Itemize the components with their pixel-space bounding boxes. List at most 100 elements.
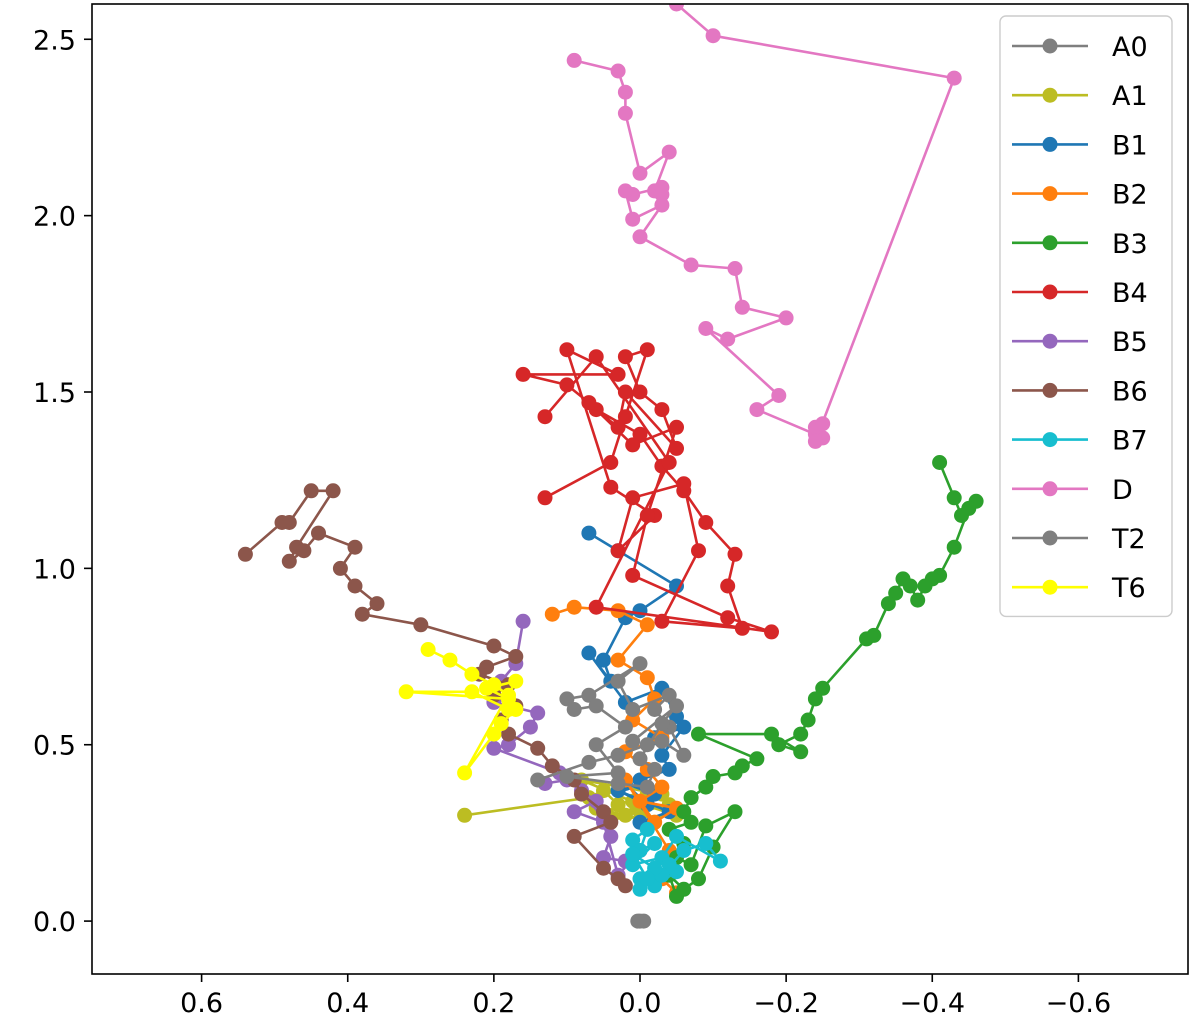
data-point-B6-4 xyxy=(325,483,341,499)
data-point-B1-14 xyxy=(661,761,677,777)
legend-item-B2: B2 xyxy=(1012,180,1148,211)
data-point-B3-12 xyxy=(888,585,904,601)
data-point-B4-30 xyxy=(625,437,641,453)
data-point-B4-33 xyxy=(625,567,641,583)
data-point-B1-5 xyxy=(596,652,611,668)
legend-label: B5 xyxy=(1112,327,1148,358)
data-point-D-25 xyxy=(815,416,831,432)
x-tick-label: −0.2 xyxy=(753,988,819,1019)
data-point-B2-4 xyxy=(610,652,626,668)
data-point-D-27 xyxy=(946,70,962,86)
legend-label: B3 xyxy=(1112,229,1148,260)
data-point-B1-10 xyxy=(669,709,684,724)
legend-label: B7 xyxy=(1112,426,1148,457)
data-point-T2-16 xyxy=(617,719,633,735)
data-point-T6-0 xyxy=(420,642,436,657)
data-point-T2-4 xyxy=(654,733,670,749)
data-point-B4-17 xyxy=(734,620,750,636)
data-point-B4-26 xyxy=(610,366,626,382)
data-point-B4-18 xyxy=(654,613,670,629)
legend-label: A1 xyxy=(1112,81,1148,112)
data-point-A0-2 xyxy=(630,913,646,929)
legend-item-B3: B3 xyxy=(1012,229,1148,260)
y-tick-label: 2.5 xyxy=(33,25,76,56)
x-tick-label: −0.4 xyxy=(899,988,965,1019)
series-A0 xyxy=(630,913,652,929)
data-point-B2-11 xyxy=(654,779,670,795)
data-point-B3-21 xyxy=(793,744,809,760)
y-tick-label: 1.5 xyxy=(33,378,76,409)
data-point-B4-32 xyxy=(639,508,655,523)
data-point-B1-2 xyxy=(669,578,684,594)
data-point-B4-16 xyxy=(720,578,736,594)
data-point-B4-29 xyxy=(581,395,597,411)
legend-marker xyxy=(1042,235,1058,251)
legend-item-B6: B6 xyxy=(1012,376,1148,407)
data-point-B1-12 xyxy=(676,719,692,735)
data-point-B5-18 xyxy=(588,793,604,809)
data-point-B6-29 xyxy=(603,814,619,830)
data-point-D-2 xyxy=(617,84,633,100)
data-point-B3-1 xyxy=(946,490,962,506)
data-point-D-5 xyxy=(661,144,677,160)
data-point-B6-11 xyxy=(347,578,363,594)
data-point-B3-35 xyxy=(683,857,699,873)
data-point-B2-1 xyxy=(566,599,582,615)
data-point-B6-28 xyxy=(596,804,611,820)
data-point-B5-17 xyxy=(566,804,582,820)
data-point-B4-21 xyxy=(625,490,641,506)
legend: A0 A1 B1 B2 B3 B4 B5 B6 B7 D T2 T6 xyxy=(999,15,1173,618)
legend-marker xyxy=(1042,432,1058,448)
data-point-A1-3 xyxy=(610,797,626,813)
data-point-B2-5 xyxy=(639,670,655,686)
data-point-B3-23 xyxy=(691,726,706,742)
legend-item-B4: B4 xyxy=(1012,278,1148,309)
data-point-B3-16 xyxy=(815,680,831,696)
data-point-B3-18 xyxy=(800,712,816,728)
legend-item-B5: B5 xyxy=(1012,327,1148,358)
data-point-B5-5 xyxy=(522,719,538,735)
legend-marker xyxy=(1042,87,1058,103)
data-point-B4-22 xyxy=(610,543,626,559)
data-point-B6-0 xyxy=(237,546,253,562)
data-point-B3-20 xyxy=(771,737,787,753)
data-point-B4-0 xyxy=(537,490,553,506)
data-point-B3-36 xyxy=(698,818,714,834)
data-point-T2-0 xyxy=(530,772,546,788)
legend-label: T6 xyxy=(1111,573,1146,604)
data-point-B6-3 xyxy=(303,483,319,499)
legend-marker xyxy=(1042,530,1058,546)
series-T6 xyxy=(398,642,524,781)
data-point-B6-2 xyxy=(281,515,297,530)
data-point-T2-23 xyxy=(632,751,648,767)
legend-item-D: D xyxy=(1012,475,1133,506)
data-point-B6-30 xyxy=(566,828,582,844)
data-point-A1-2 xyxy=(596,783,611,799)
data-point-T6-6 xyxy=(493,716,509,732)
data-point-B4-37 xyxy=(661,455,677,470)
data-point-A1-0 xyxy=(457,807,473,823)
data-point-B6-7 xyxy=(296,543,312,559)
data-point-T6-14 xyxy=(501,702,516,717)
legend-label: D xyxy=(1112,475,1133,506)
data-point-B3-17 xyxy=(807,691,823,707)
data-point-B4-19 xyxy=(691,543,706,559)
data-point-B2-12 xyxy=(632,793,648,809)
data-point-D-20 xyxy=(771,388,787,403)
legend-marker xyxy=(1042,284,1058,300)
data-point-T2-1 xyxy=(581,754,597,770)
data-point-B4-28 xyxy=(559,377,575,393)
data-point-B1-13 xyxy=(654,747,670,763)
data-point-D-21 xyxy=(749,402,765,418)
data-point-B4-5 xyxy=(632,384,648,400)
data-point-D-28 xyxy=(705,28,721,44)
data-point-B6-27 xyxy=(574,786,589,802)
data-point-B1-3 xyxy=(632,603,648,619)
data-point-T2-9 xyxy=(625,702,641,717)
data-point-D-29 xyxy=(669,4,684,12)
data-point-B4-31 xyxy=(669,419,684,435)
data-point-B3-31 xyxy=(683,814,699,830)
data-point-B6-12 xyxy=(369,596,385,612)
data-point-B5-0 xyxy=(515,613,531,629)
